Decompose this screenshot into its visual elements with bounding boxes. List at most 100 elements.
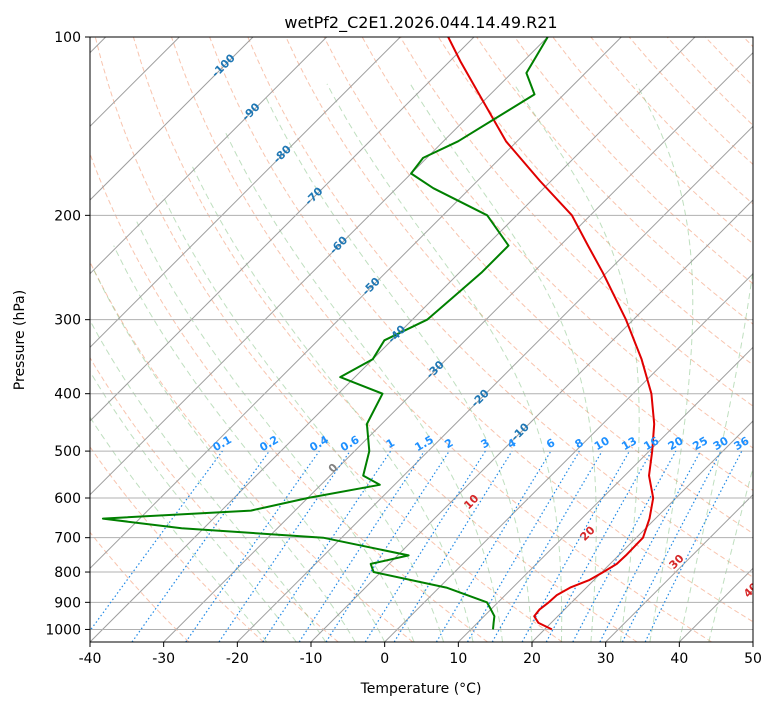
moist-adiabat bbox=[90, 319, 327, 642]
dry-adiabat bbox=[209, 37, 753, 623]
dry-adiabat bbox=[247, 37, 753, 578]
isotherm-line bbox=[310, 199, 753, 642]
isotherm-line bbox=[678, 567, 753, 642]
x-tick-label: 0 bbox=[380, 651, 389, 667]
dry-adiabat bbox=[743, 37, 753, 48]
x-tick-label: -40 bbox=[79, 651, 102, 667]
mixing-ratio-label: 10 bbox=[592, 434, 612, 453]
mixing-ratio-line bbox=[262, 450, 392, 642]
moist-adiabat bbox=[90, 370, 297, 642]
isotherm-label: -70 bbox=[302, 184, 325, 207]
y-tick-label: 700 bbox=[54, 531, 81, 547]
mixing-ratio-line bbox=[466, 450, 580, 642]
x-tick-label: 30 bbox=[597, 651, 615, 667]
dry-adiabat bbox=[552, 37, 753, 245]
y-tick-label: 100 bbox=[54, 30, 81, 46]
isotherm-label: -100 bbox=[209, 51, 238, 80]
y-tick-label: 500 bbox=[54, 444, 81, 460]
isotherm-line bbox=[163, 51, 753, 642]
x-tick-label: -20 bbox=[226, 651, 249, 667]
x-axis-label: Temperature (°C) bbox=[360, 681, 482, 697]
mixing-ratio-line bbox=[325, 450, 450, 642]
isotherm-line bbox=[90, 37, 549, 496]
moist-adiabat bbox=[326, 83, 563, 642]
dry-adiabat bbox=[285, 37, 753, 535]
y-tick-label: 300 bbox=[54, 313, 81, 329]
plot-frame bbox=[89, 36, 754, 643]
dry-adiabat bbox=[704, 37, 753, 87]
y-tick-label: 800 bbox=[54, 565, 81, 581]
dry-adiabat bbox=[399, 37, 753, 407]
mixing-ratio-label: 16 bbox=[641, 434, 661, 453]
isotherm-line bbox=[384, 272, 753, 642]
dry-adiabat bbox=[590, 37, 753, 205]
moist-adiabat bbox=[409, 83, 597, 642]
mixing-ratio-line bbox=[298, 450, 425, 642]
temperature-line bbox=[447, 37, 656, 631]
isotherm-line bbox=[752, 641, 753, 642]
dry-adiabat bbox=[171, 37, 712, 642]
dry-adiabat bbox=[132, 37, 638, 642]
mixing-ratio-label: 30 bbox=[711, 434, 731, 453]
moist-adiabat bbox=[92, 267, 356, 642]
moist-adiabat bbox=[113, 245, 386, 642]
moist-adiabat bbox=[162, 195, 445, 642]
dry-adiabat bbox=[90, 531, 190, 642]
moist-adiabat bbox=[708, 466, 753, 642]
isotherm-label: -40 bbox=[385, 322, 408, 345]
y-tick-label: 400 bbox=[54, 387, 81, 403]
moist-adiabat bbox=[513, 83, 640, 642]
moist-adiabat bbox=[191, 165, 474, 642]
mixing-ratio-line bbox=[90, 450, 223, 632]
isotherm-line bbox=[90, 37, 696, 642]
isotherm-line bbox=[236, 125, 753, 642]
moist-adiabat bbox=[635, 83, 694, 642]
y-tick-label: 1000 bbox=[45, 622, 81, 638]
moist-adiabat-label: 0 bbox=[326, 461, 341, 476]
mixing-ratio-line bbox=[185, 450, 320, 642]
mixing-ratio-line bbox=[572, 450, 677, 642]
moist-adiabat-label: 20 bbox=[578, 523, 598, 543]
dry-adiabat bbox=[94, 37, 563, 642]
mixing-ratio-label: 36 bbox=[732, 434, 752, 453]
moist-adiabat-label: 10 bbox=[461, 492, 481, 512]
isotherm-line bbox=[90, 37, 328, 275]
dry-adiabat bbox=[90, 260, 414, 642]
dry-adiabat bbox=[437, 37, 753, 366]
mixing-ratio-line bbox=[393, 450, 513, 642]
y-tick-label: 600 bbox=[54, 491, 81, 507]
isotherm-line bbox=[605, 493, 753, 642]
x-tick-label: 50 bbox=[744, 651, 762, 667]
isotherm-line bbox=[90, 37, 622, 570]
series-layer bbox=[101, 37, 656, 631]
chart-title: wetPf2_C2E1.2026.044.14.49.R21 bbox=[284, 13, 557, 33]
moist-adiabat bbox=[264, 94, 533, 642]
mixing-ratio-line bbox=[218, 450, 351, 642]
isotherm-line bbox=[90, 37, 254, 201]
axis-ticks: -40 -30 -20 -10 0 10 20 30 40 5010020030040050060… bbox=[45, 30, 762, 667]
dry-adiabat bbox=[514, 37, 753, 285]
y-axis-label: Pressure (hPa) bbox=[12, 290, 28, 390]
isotherm-line bbox=[90, 37, 401, 349]
dry-adiabat bbox=[666, 37, 753, 126]
mixing-ratio-label: 6 bbox=[544, 436, 557, 451]
isotherm-line bbox=[457, 346, 753, 642]
dry-adiabat bbox=[90, 446, 264, 642]
dewpoint-line bbox=[101, 37, 549, 630]
isotherm-label: -30 bbox=[424, 358, 447, 381]
x-tick-label: -10 bbox=[300, 651, 323, 667]
moist-adiabat bbox=[678, 83, 753, 642]
mixing-ratio-label: 25 bbox=[690, 434, 710, 453]
y-tick-label: 200 bbox=[54, 208, 81, 224]
mixing-ratio-label: 20 bbox=[666, 434, 686, 453]
x-tick-label: 10 bbox=[449, 651, 467, 667]
dry-adiabat bbox=[323, 37, 753, 491]
x-tick-label: -30 bbox=[152, 651, 175, 667]
isotherm-line bbox=[90, 37, 475, 422]
y-tick-label: 900 bbox=[54, 595, 81, 611]
moist-adiabat bbox=[90, 416, 268, 642]
mixing-ratio-label: 1 bbox=[384, 436, 397, 451]
dry-adiabat bbox=[90, 152, 488, 642]
moist-adiabat-label: 30 bbox=[667, 552, 687, 572]
isotherm-label: -20 bbox=[469, 387, 492, 410]
